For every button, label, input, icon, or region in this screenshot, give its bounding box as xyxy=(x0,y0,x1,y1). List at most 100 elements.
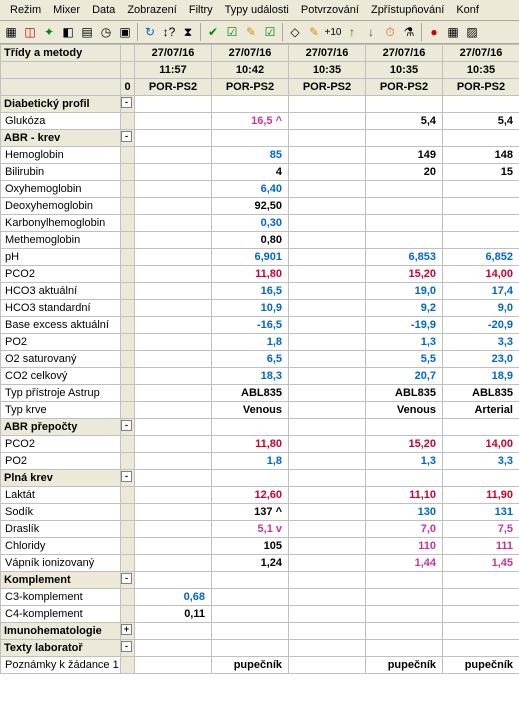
header-cell: 0 xyxy=(121,79,135,96)
value-cell: 9,2 xyxy=(366,300,443,317)
table-row: Komplement- xyxy=(1,572,519,589)
value-cell xyxy=(289,130,366,147)
value-cell xyxy=(289,283,366,300)
record-icon[interactable]: ● xyxy=(425,23,443,41)
clock-icon[interactable]: ◷ xyxy=(97,23,115,41)
menu-item[interactable]: Zpřístupňování xyxy=(365,2,450,18)
value-cell xyxy=(289,470,366,487)
expand-cell[interactable]: - xyxy=(121,130,135,147)
value-cell: 16,5 xyxy=(212,283,289,300)
value-cell xyxy=(135,266,212,283)
expand-cell xyxy=(121,402,135,419)
value-cell xyxy=(443,215,519,232)
menu-item[interactable]: Režim xyxy=(4,2,47,18)
check3-icon[interactable]: ☑ xyxy=(261,23,279,41)
group-label: Komplement xyxy=(1,572,121,589)
value-cell: 11,80 xyxy=(212,436,289,453)
expand-icon[interactable]: - xyxy=(121,471,132,482)
expand-icon[interactable]: - xyxy=(121,97,132,108)
value-cell xyxy=(135,249,212,266)
value-cell xyxy=(443,623,519,640)
value-cell xyxy=(135,147,212,164)
table-row: Typ přístroje AstrupABL835ABL835ABL835 xyxy=(1,385,519,402)
grid2-icon[interactable]: ▦ xyxy=(444,23,462,41)
value-cell: Arterial xyxy=(443,402,519,419)
table-row: Diabetický profil- xyxy=(1,96,519,113)
table-row: PO21,81,33,3 xyxy=(1,334,519,351)
table-row: Glukóza16,5 ^5,45,4 xyxy=(1,113,519,130)
clock2-icon[interactable]: ⏱ xyxy=(381,23,399,41)
value-cell: 1,3 xyxy=(366,334,443,351)
value-cell: 137 ^ xyxy=(212,504,289,521)
menu-item[interactable]: Konf xyxy=(450,2,485,18)
expand-cell[interactable]: - xyxy=(121,96,135,113)
menu-item[interactable]: Potvrzování xyxy=(295,2,365,18)
row-label: Glukóza xyxy=(1,113,121,130)
header-cell: 27/07/16 xyxy=(289,45,366,62)
value-cell: 1,24 xyxy=(212,555,289,572)
value-cell xyxy=(443,198,519,215)
separator xyxy=(200,23,201,41)
expand-cell[interactable]: - xyxy=(121,572,135,589)
value-cell xyxy=(135,96,212,113)
expand-cell xyxy=(121,504,135,521)
expand-icon[interactable]: - xyxy=(121,420,132,431)
menu-item[interactable]: Data xyxy=(86,2,121,18)
table-row: C4-komplement0,11 xyxy=(1,606,519,623)
value-cell xyxy=(366,606,443,623)
row-label: C3-komplement xyxy=(1,589,121,606)
value-cell xyxy=(289,640,366,657)
menu-item[interactable]: Mixer xyxy=(47,2,86,18)
check-icon[interactable]: ✔ xyxy=(204,23,222,41)
plus10-icon[interactable]: +10 xyxy=(324,23,342,41)
expand-cell[interactable]: - xyxy=(121,640,135,657)
value-cell: 18,9 xyxy=(443,368,519,385)
value-cell: 148 xyxy=(443,147,519,164)
value-cell: 15 xyxy=(443,164,519,181)
down-icon[interactable]: ↓ xyxy=(362,23,380,41)
menu-item[interactable]: Typy události xyxy=(219,2,295,18)
row-label: Hemoglobin xyxy=(1,147,121,164)
expand-cell[interactable]: - xyxy=(121,419,135,436)
refresh-icon[interactable]: ↻ xyxy=(141,23,159,41)
tool2-icon[interactable]: ◧ xyxy=(59,23,77,41)
expand-cell xyxy=(121,215,135,232)
tool4-icon[interactable]: ▣ xyxy=(116,23,134,41)
table-row: Poznámky k žádance 1pupečníkpupečníkpupe… xyxy=(1,657,519,674)
expand-icon[interactable]: - xyxy=(121,641,132,652)
table-row: Bilirubin42015 xyxy=(1,164,519,181)
grid-icon[interactable]: ▦ xyxy=(2,23,20,41)
tool3-icon[interactable]: ▤ xyxy=(78,23,96,41)
expand-icon[interactable]: - xyxy=(121,573,132,584)
value-cell xyxy=(135,453,212,470)
table-row: Deoxyhemoglobin92,50 xyxy=(1,198,519,215)
expand-cell xyxy=(121,198,135,215)
chart-icon[interactable]: ◫ xyxy=(21,23,39,41)
value-cell: 110 xyxy=(366,538,443,555)
value-cell xyxy=(366,470,443,487)
edit-icon[interactable]: ✎ xyxy=(242,23,260,41)
up-icon[interactable]: ↑ xyxy=(343,23,361,41)
value-cell: 1,44 xyxy=(366,555,443,572)
sort-icon[interactable]: ↕? xyxy=(160,23,178,41)
flask-icon[interactable]: ⚗ xyxy=(400,23,418,41)
value-cell xyxy=(212,96,289,113)
value-cell xyxy=(289,113,366,130)
row-label: HCO3 aktuální xyxy=(1,283,121,300)
menu-item[interactable]: Filtry xyxy=(183,2,219,18)
tool-icon[interactable]: ✦ xyxy=(40,23,58,41)
check2-icon[interactable]: ☑ xyxy=(223,23,241,41)
expand-icon[interactable]: + xyxy=(121,624,132,635)
expand-icon[interactable]: - xyxy=(121,131,132,142)
value-cell xyxy=(366,589,443,606)
menu-item[interactable]: Zobrazení xyxy=(121,2,183,18)
pencil-icon[interactable]: ✎ xyxy=(305,23,323,41)
expand-cell[interactable]: - xyxy=(121,470,135,487)
new-icon[interactable]: ◇ xyxy=(286,23,304,41)
header-cell xyxy=(1,79,121,96)
value-cell xyxy=(135,130,212,147)
expand-cell[interactable]: + xyxy=(121,623,135,640)
hourglass-icon[interactable]: ⧗ xyxy=(179,23,197,41)
value-cell xyxy=(289,385,366,402)
color-icon[interactable]: ▨ xyxy=(463,23,481,41)
